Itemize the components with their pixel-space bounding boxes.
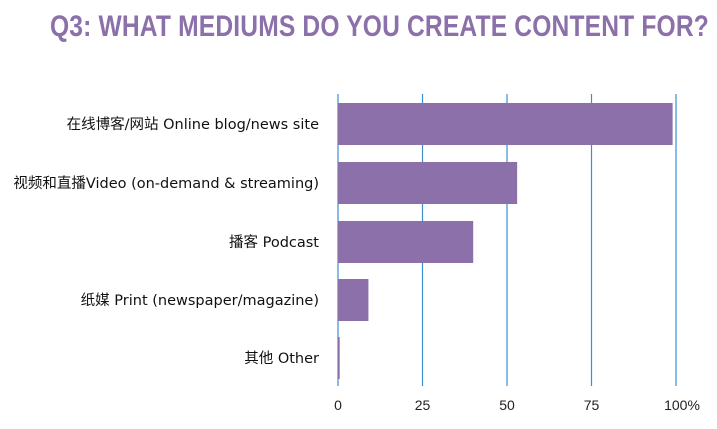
bar (338, 103, 673, 145)
x-tick-label: 0 (334, 397, 342, 413)
x-tick-label: 75 (584, 397, 600, 413)
bars (338, 103, 673, 379)
chart-title: Q3: WHAT MEDIUMS DO YOU CREATE CONTENT F… (50, 10, 709, 43)
bar (338, 337, 340, 379)
x-tick-label: 100% (664, 397, 700, 413)
x-tick-label: 25 (415, 397, 431, 413)
x-tick-labels: 0 25 50 75 100% (334, 397, 700, 413)
bar (338, 162, 518, 204)
category-label: 纸媒 Print (newspaper/magazine) (81, 292, 319, 309)
x-tick-label: 50 (499, 397, 515, 413)
category-label: 视频和直播Video (on-demand & streaming) (13, 175, 319, 192)
bar (338, 221, 474, 263)
category-label: 播客 Podcast (229, 234, 319, 251)
category-label: 在线博客/网站 Online blog/news site (67, 116, 319, 133)
category-label: 其他 Other (244, 350, 319, 367)
bar (338, 279, 369, 321)
category-labels: 在线博客/网站 Online blog/news site 视频和直播Video … (13, 116, 319, 367)
